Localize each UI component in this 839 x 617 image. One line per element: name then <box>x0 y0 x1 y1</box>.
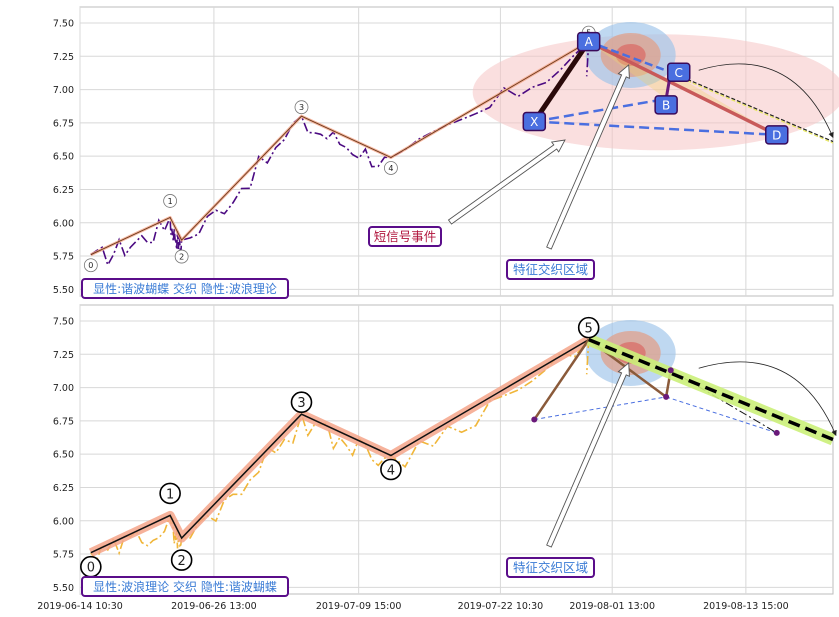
leg-ac <box>588 40 672 74</box>
y-tick-label: 6.75 <box>53 416 74 427</box>
forecast-line <box>588 338 834 442</box>
harmonic-point-box <box>765 125 789 145</box>
wave-point-circle <box>163 194 178 208</box>
y-tick-label: 6.00 <box>53 218 74 229</box>
y-tick-label: 6.25 <box>53 483 74 494</box>
wave-point-label: 1 <box>168 197 173 206</box>
wave-point-circle <box>290 391 313 414</box>
harmonic-point-marker <box>531 416 538 423</box>
harmonic-point-marker <box>667 367 674 374</box>
wave-zigzag-line <box>90 338 590 554</box>
price-series-line <box>90 337 590 563</box>
signal-label-box: 短信号事件 <box>368 226 442 247</box>
forecast-line-shadow <box>670 73 834 144</box>
zone-pointer-arrow <box>546 63 630 250</box>
x-tick-label: 2019-08-13 15:00 <box>703 601 789 612</box>
y-tick-label: 7.25 <box>53 52 74 63</box>
wave-point-circle <box>577 316 600 339</box>
wave-point-circle <box>174 249 189 264</box>
legend-box: 显性:谐波蝴蝶 交织 隐性:波浪理论 <box>81 278 289 299</box>
wave-point-circle <box>380 458 402 481</box>
forecast-arc-arrow <box>698 63 834 139</box>
y-tick-label: 5.75 <box>53 252 74 263</box>
wave-point-label: 5 <box>585 322 593 337</box>
zone-label-box-text: 特征交织区域 <box>513 262 588 277</box>
legend-box-text: 显性:谐波蝴蝶 交织 隐性:波浪理论 <box>93 281 277 296</box>
zone-label-box-frame <box>506 557 595 578</box>
signal-label-box-text: 短信号事件 <box>374 229 437 244</box>
legend-box-frame <box>81 576 289 597</box>
legend-box-frame <box>81 278 289 299</box>
harmonic-point-box <box>522 111 547 132</box>
y-tick-label: 5.50 <box>53 583 74 594</box>
leg-xa <box>533 338 590 421</box>
forecast-line <box>670 71 834 143</box>
signal-label-box-frame <box>368 226 442 247</box>
harmonic-point-label: A <box>585 35 594 49</box>
x-tick-label: 2019-08-01 13:00 <box>569 601 655 612</box>
y-tick-label: 6.25 <box>53 185 74 196</box>
wave-point-circle <box>294 100 309 115</box>
forecast-arc-arrow <box>698 361 837 437</box>
wave-point-circle <box>170 549 193 571</box>
y-tick-label: 6.75 <box>53 118 74 129</box>
leg-bd <box>665 396 777 434</box>
wave-point-label: 1 <box>166 487 174 502</box>
y-tick-label: 7.00 <box>53 383 74 394</box>
y-tick-label: 7.50 <box>53 18 74 29</box>
harmonic-point-label: C <box>675 66 683 80</box>
y-tick-label: 5.50 <box>53 285 74 296</box>
y-tick-label: 7.00 <box>53 85 74 96</box>
wave-point-label: 3 <box>299 103 304 112</box>
wave-point-circle <box>384 161 398 175</box>
wave-point-label: 0 <box>87 561 95 576</box>
wave-point-circle <box>83 258 98 273</box>
leg-xb <box>534 97 667 123</box>
harmonic-point-box <box>666 62 691 83</box>
leg-ad <box>587 40 778 137</box>
wave-point-label: 4 <box>387 463 395 478</box>
y-tick-label: 6.50 <box>53 152 74 163</box>
wave-point-label: 2 <box>178 554 186 569</box>
wave-point-label: 3 <box>297 396 305 411</box>
wave-point-label: 4 <box>388 164 393 173</box>
wave-point-label: 2 <box>179 253 184 262</box>
harmonic-point-marker <box>773 429 780 436</box>
x-tick-label: 2019-06-14 10:30 <box>37 601 123 612</box>
harmonic-point-label: X <box>530 115 538 129</box>
signal-pointer-arrow <box>447 139 566 225</box>
y-tick-label: 7.50 <box>53 316 74 327</box>
wave-point-label: 0 <box>88 261 93 270</box>
x-axis: 2019-06-14 10:30 2019-06-26 13:00 2019-07-… <box>37 601 788 612</box>
y-tick-label: 7.25 <box>53 350 74 361</box>
harmonic-point-label: D <box>772 128 781 142</box>
y-tick-label: 5.75 <box>53 550 74 561</box>
legend-box-text: 显性:波浪理论 交织 隐性:谐波蝴蝶 <box>93 579 277 594</box>
harmonic-point-label: B <box>662 98 670 112</box>
y-tick-label: 6.00 <box>53 516 74 527</box>
zone-label-box: 特征交织区域 <box>506 557 595 578</box>
x-tick-label: 2019-07-22 10:30 <box>458 601 544 612</box>
x-tick-label: 2019-07-09 15:00 <box>316 601 402 612</box>
zone-label-box: 特征交织区域 <box>506 259 595 280</box>
bottom-panel: 5.50 5.75 6.00 6.25 6.50 6.75 7.00 7.25 7.50 0 1 2 3… <box>53 304 837 597</box>
y-tick-label: 6.50 <box>53 450 74 461</box>
legend-box: 显性:波浪理论 交织 隐性:谐波蝴蝶 <box>81 576 289 597</box>
wave-zigzag-line <box>90 41 589 256</box>
zone-pointer-arrow <box>546 361 630 548</box>
top-panel: 5.50 5.75 6.00 6.25 6.50 6.75 7.00 7.25 7.50 0 1 2 3… <box>53 6 839 299</box>
zone-label-box-frame <box>506 259 595 280</box>
leg-xd <box>534 120 777 137</box>
harmonic-point-box <box>576 31 601 52</box>
harmonic-point-box <box>654 95 678 115</box>
leg-xa <box>532 40 591 123</box>
wave-point-circle <box>159 482 181 505</box>
x-tick-label: 2019-06-26 13:00 <box>171 601 257 612</box>
leg-xb <box>534 396 667 421</box>
harmonic-point-marker <box>663 393 670 400</box>
zone-label-box-text: 特征交织区域 <box>513 560 588 575</box>
plot-frame <box>79 304 834 595</box>
